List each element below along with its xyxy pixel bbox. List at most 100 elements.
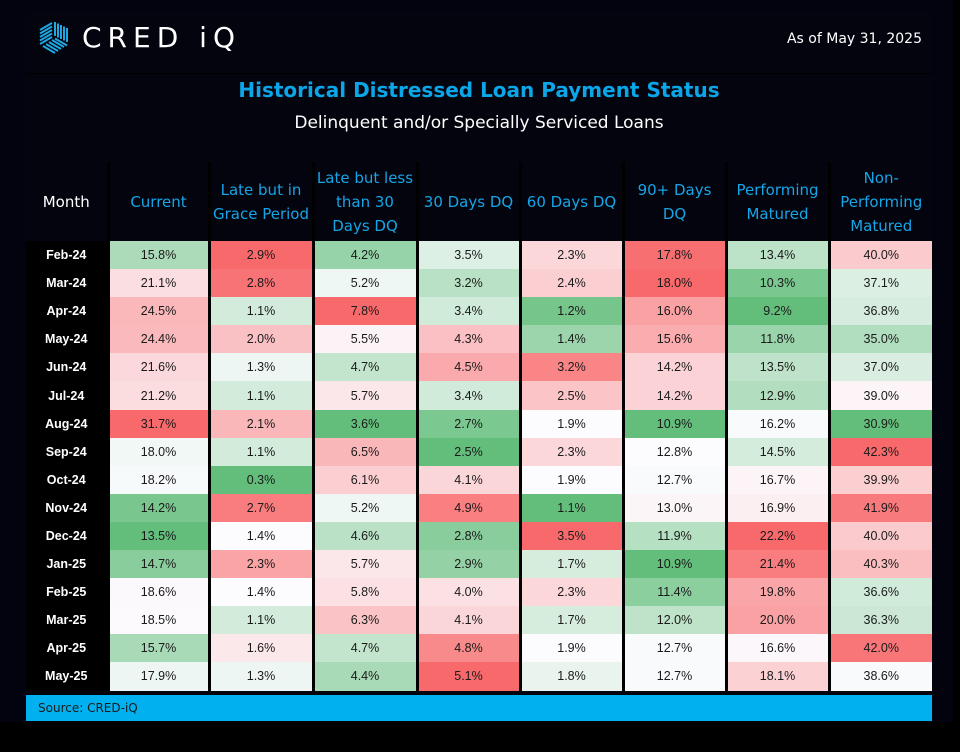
column-header-current: Current [106,162,209,241]
value-cell: 2.3% [518,437,623,466]
value-cell: 1.4% [207,578,313,607]
month-cell: Apr-24 [26,297,108,326]
column-header-30-days-dq: 30 Days DQ [415,162,520,241]
value-cell: 1.3% [207,662,313,691]
value-cell: 2.5% [518,381,623,410]
value-cell: 16.9% [724,493,829,522]
value-cell: 6.5% [311,437,417,466]
value-cell: 2.3% [518,578,623,607]
value-cell: 5.7% [311,381,417,410]
month-cell: Apr-25 [26,634,108,663]
value-cell: 35.0% [827,325,932,354]
table-row: Nov-24 14.2% 2.7% 5.2% 4.9% 1.1% 13.0% 16.9% 41.… [26,493,932,522]
value-cell: 2.8% [415,521,520,551]
value-cell: 20.0% [724,606,829,635]
value-cell: 3.4% [415,297,520,326]
value-cell: 5.7% [311,550,417,579]
value-cell: 4.5% [415,353,520,382]
value-cell: 15.8% [106,241,209,270]
month-cell: Dec-24 [26,521,108,551]
value-cell: 17.8% [621,241,726,270]
value-cell: 4.8% [415,634,520,663]
chart-subtitle: Delinquent and/or Specially Serviced Loa… [294,113,664,133]
value-cell: 1.1% [207,297,313,326]
month-cell: Sep-24 [26,437,108,466]
value-cell: 21.4% [724,550,829,579]
table-row: Feb-25 18.6% 1.4% 5.8% 4.0% 2.3% 11.4% 19.8% 36.… [26,578,932,607]
value-cell: 18.2% [106,465,209,494]
value-cell: 13.4% [724,241,829,270]
header-divider [26,73,932,74]
value-cell: 37.1% [827,269,932,298]
value-cell: 1.1% [207,437,313,466]
value-cell: 15.6% [621,325,726,354]
month-cell: Feb-25 [26,578,108,607]
value-cell: 19.8% [724,578,829,607]
value-cell: 38.6% [827,662,932,691]
month-cell: Nov-24 [26,493,108,522]
value-cell: 24.4% [106,325,209,354]
table-row: May-25 17.9% 1.3% 4.4% 5.1% 1.8% 12.7% 18.1% 38.… [26,662,932,691]
value-cell: 2.1% [207,409,313,438]
value-cell: 1.6% [207,634,313,663]
value-cell: 7.8% [311,297,417,326]
value-cell: 1.1% [207,381,313,410]
value-cell: 1.7% [518,550,623,579]
value-cell: 6.3% [311,606,417,635]
table-header-row: Month Current Late but in Grace Period L… [26,162,932,241]
value-cell: 18.6% [106,578,209,607]
month-cell: Aug-24 [26,409,108,438]
value-cell: 31.7% [106,409,209,438]
value-cell: 11.9% [621,521,726,551]
value-cell: 10.3% [724,269,829,298]
table-row: Aug-24 31.7% 2.1% 3.6% 2.7% 1.9% 10.9% 16.2% 30.… [26,409,932,438]
value-cell: 24.5% [106,297,209,326]
value-cell: 2.4% [518,269,623,298]
value-cell: 3.6% [311,409,417,438]
value-cell: 3.5% [518,521,623,551]
value-cell: 5.5% [311,325,417,354]
value-cell: 4.7% [311,353,417,382]
value-cell: 2.8% [207,269,313,298]
month-cell: Jul-24 [26,381,108,410]
value-cell: 5.2% [311,269,417,298]
value-cell: 13.5% [106,521,209,551]
value-cell: 3.2% [518,353,623,382]
value-cell: 2.5% [415,437,520,466]
value-cell: 37.0% [827,353,932,382]
column-header-late-lt-30: Late but less than 30 Days DQ [311,162,417,241]
value-cell: 1.9% [518,465,623,494]
value-cell: 18.0% [106,437,209,466]
value-cell: 16.6% [724,634,829,663]
value-cell: 0.3% [207,465,313,494]
column-header-performing-matured: Performing Matured [724,162,829,241]
month-cell: Mar-25 [26,606,108,635]
table-body: Feb-24 15.8% 2.9% 4.2% 3.5% 2.3% 17.8% 13.4% 40.… [26,241,932,691]
value-cell: 21.6% [106,353,209,382]
value-cell: 1.8% [518,662,623,691]
value-cell: 4.1% [415,606,520,635]
value-cell: 1.4% [207,521,313,551]
table-row: Apr-25 15.7% 1.6% 4.7% 4.8% 1.9% 12.7% 16.6% 42.… [26,634,932,663]
value-cell: 5.2% [311,493,417,522]
payment-status-table: Month Current Late but in Grace Period L… [26,162,932,691]
value-cell: 4.3% [415,325,520,354]
value-cell: 42.0% [827,634,932,663]
value-cell: 36.8% [827,297,932,326]
value-cell: 4.9% [415,493,520,522]
value-cell: 40.0% [827,521,932,551]
value-cell: 1.3% [207,353,313,382]
brand-name: CRED iQ [82,20,241,54]
value-cell: 39.0% [827,381,932,410]
value-cell: 1.1% [518,493,623,522]
value-cell: 1.4% [518,325,623,354]
value-cell: 14.2% [106,493,209,522]
value-cell: 12.8% [621,437,726,466]
value-cell: 18.1% [724,662,829,691]
value-cell: 12.7% [621,634,726,663]
value-cell: 12.7% [621,465,726,494]
table-row: Feb-24 15.8% 2.9% 4.2% 3.5% 2.3% 17.8% 13.4% 40.… [26,241,932,270]
value-cell: 18.5% [106,606,209,635]
value-cell: 3.5% [415,241,520,270]
month-cell: Oct-24 [26,465,108,494]
